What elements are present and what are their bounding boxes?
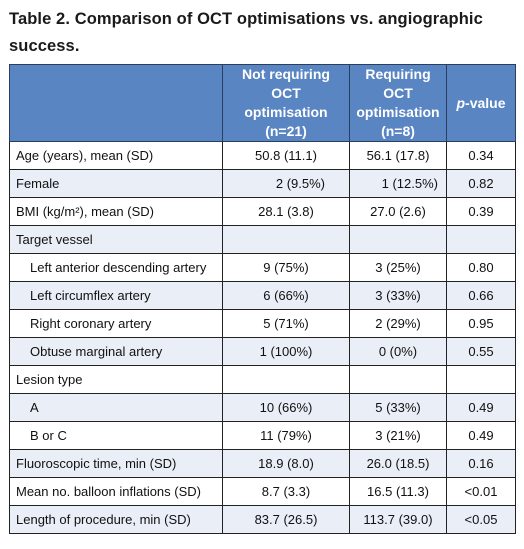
table-row: BMI (kg/m²), mean (SD) 28.1 (3.8) 27.0 (… (9, 197, 516, 226)
table-row: Right coronary artery 5 (71%) 2 (29%) 0.… (9, 309, 516, 338)
row-label: A (9, 393, 223, 422)
cell-requiring: 56.1 (17.8) (349, 141, 447, 170)
row-label: Target vessel (9, 225, 223, 254)
table-row: B or C 11 (79%) 3 (21%) 0.49 (9, 421, 516, 450)
header-not-requiring-line-1: Not requiring (242, 66, 330, 82)
cell-p-value: 0.39 (446, 197, 516, 226)
cell-p-value: 0.34 (446, 141, 516, 170)
cell-p-value: 0.80 (446, 253, 516, 282)
cell-requiring: 3 (33%) (349, 281, 447, 310)
cell-not-requiring (222, 365, 350, 394)
cell-not-requiring: 1 (100%) (222, 337, 350, 366)
row-label: Fluoroscopic time, min (SD) (9, 449, 223, 478)
cell-requiring: 2 (29%) (349, 309, 447, 338)
cell-p-value: <0.05 (446, 505, 516, 534)
table-row: Fluoroscopic time, min (SD) 18.9 (8.0) 2… (9, 449, 516, 478)
comparison-table: Not requiring OCT optimisation (n=21) Re… (9, 64, 516, 534)
header-blank-cell (9, 64, 223, 142)
cell-requiring: 16.5 (11.3) (349, 477, 447, 506)
row-label: Lesion type (9, 365, 223, 394)
table-row: A 10 (66%) 5 (33%) 0.49 (9, 393, 516, 422)
header-not-requiring: Not requiring OCT optimisation (n=21) (222, 64, 350, 142)
cell-requiring: 3 (25%) (349, 253, 447, 282)
table-title-line-1: Table 2. Comparison of OCT optimisations… (9, 10, 483, 28)
row-label: Left circumflex artery (9, 281, 223, 310)
row-label: Mean no. balloon inflations (SD) (9, 477, 223, 506)
table-title-line-2: success. (9, 37, 80, 55)
table-row: Lesion type (9, 365, 516, 394)
header-requiring-line-3: (n=8) (381, 123, 415, 139)
table-row: Age (years), mean (SD) 50.8 (11.1) 56.1 … (9, 141, 516, 170)
table-row: Female 2 (9.5%) 1 (12.5%) 0.82 (9, 169, 516, 198)
cell-requiring: 26.0 (18.5) (349, 449, 447, 478)
cell-requiring: 5 (33%) (349, 393, 447, 422)
cell-p-value: 0.16 (446, 449, 516, 478)
header-requiring-line-2: optimisation (356, 104, 440, 120)
cell-requiring (349, 225, 447, 254)
cell-p-value: 0.49 (446, 421, 516, 450)
cell-not-requiring: 83.7 (26.5) (222, 505, 350, 534)
cell-p-value (446, 225, 516, 254)
table-row: Obtuse marginal artery 1 (100%) 0 (0%) 0… (9, 337, 516, 366)
row-label: Female (9, 169, 223, 198)
cell-requiring: 27.0 (2.6) (349, 197, 447, 226)
cell-requiring: 3 (21%) (349, 421, 447, 450)
cell-not-requiring: 5 (71%) (222, 309, 350, 338)
table-row: Length of procedure, min (SD) 83.7 (26.5… (9, 505, 516, 534)
table-title: Table 2. Comparison of OCT optimisations… (9, 6, 509, 60)
header-not-requiring-line-3: (n=21) (265, 123, 307, 139)
header-requiring-line-1: Requiring OCT (365, 66, 431, 101)
cell-not-requiring: 10 (66%) (222, 393, 350, 422)
header-p-value: p-value (446, 64, 516, 142)
header-requiring: Requiring OCT optimisation (n=8) (349, 64, 447, 142)
cell-requiring: 0 (0%) (349, 337, 447, 366)
table-row: Target vessel (9, 225, 516, 254)
cell-not-requiring: 6 (66%) (222, 281, 350, 310)
cell-requiring (349, 365, 447, 394)
row-label: Left anterior descending artery (9, 253, 223, 282)
cell-requiring: 113.7 (39.0) (349, 505, 447, 534)
cell-requiring: 1 (12.5%) (349, 169, 447, 198)
cell-not-requiring (222, 225, 350, 254)
row-label: Obtuse marginal artery (9, 337, 223, 366)
cell-not-requiring: 11 (79%) (222, 421, 350, 450)
cell-not-requiring: 18.9 (8.0) (222, 449, 350, 478)
table-row: Mean no. balloon inflations (SD) 8.7 (3.… (9, 477, 516, 506)
cell-p-value: <0.01 (446, 477, 516, 506)
cell-p-value: 0.66 (446, 281, 516, 310)
row-label: Age (years), mean (SD) (9, 141, 223, 170)
row-label: BMI (kg/m²), mean (SD) (9, 197, 223, 226)
header-not-requiring-line-2: OCT optimisation (244, 85, 328, 120)
table-row: Left anterior descending artery 9 (75%) … (9, 253, 516, 282)
header-p-italic: p (456, 94, 466, 111)
header-p-rest: -value (465, 94, 506, 111)
cell-not-requiring: 50.8 (11.1) (222, 141, 350, 170)
row-label: B or C (9, 421, 223, 450)
cell-not-requiring: 28.1 (3.8) (222, 197, 350, 226)
table-header-row: Not requiring OCT optimisation (n=21) Re… (9, 64, 516, 142)
table-row: Left circumflex artery 6 (66%) 3 (33%) 0… (9, 281, 516, 310)
cell-p-value: 0.95 (446, 309, 516, 338)
row-label: Right coronary artery (9, 309, 223, 338)
cell-not-requiring: 8.7 (3.3) (222, 477, 350, 506)
row-label: Length of procedure, min (SD) (9, 505, 223, 534)
cell-p-value: 0.55 (446, 337, 516, 366)
cell-not-requiring: 2 (9.5%) (222, 169, 350, 198)
cell-p-value (446, 365, 516, 394)
cell-p-value: 0.49 (446, 393, 516, 422)
cell-not-requiring: 9 (75%) (222, 253, 350, 282)
cell-p-value: 0.82 (446, 169, 516, 198)
